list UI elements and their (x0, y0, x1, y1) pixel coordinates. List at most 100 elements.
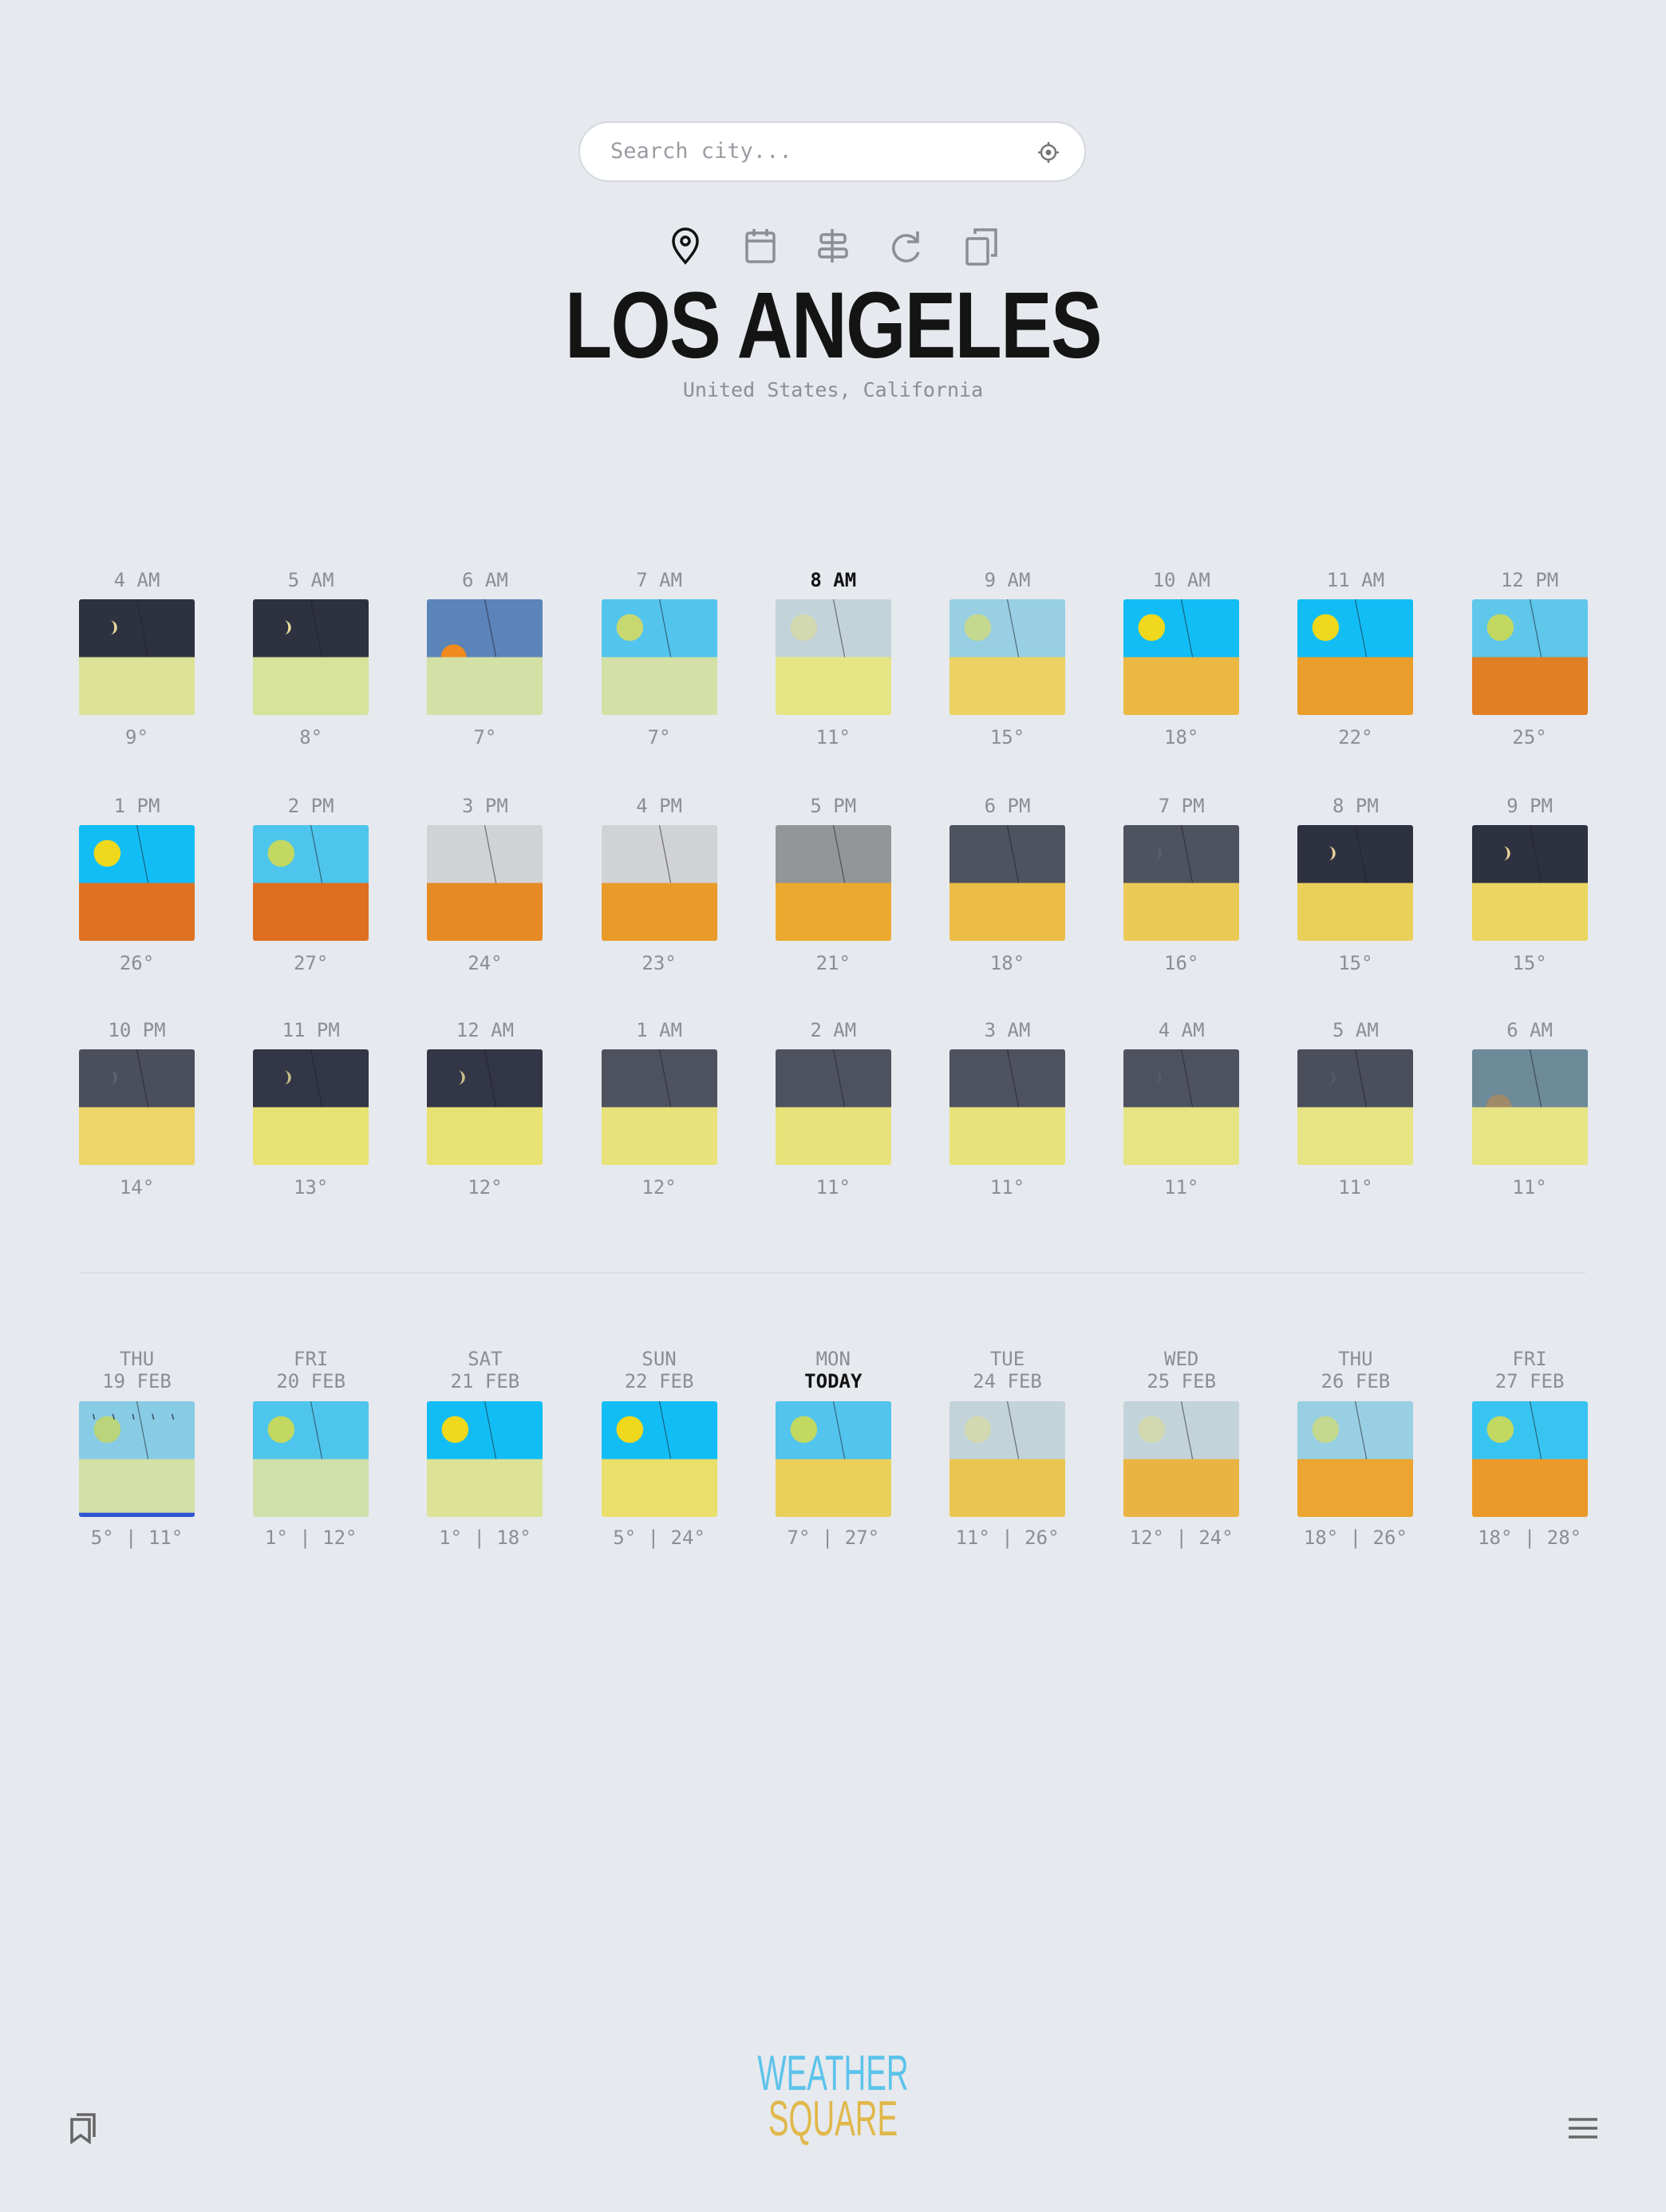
ground (1123, 883, 1240, 941)
hour-temp: 15° (1512, 952, 1547, 974)
horizon-line (832, 599, 846, 658)
tile-art (1297, 1049, 1414, 1165)
tile-art (1123, 1049, 1240, 1165)
horizon-line (310, 1401, 323, 1460)
weather-tile (1471, 599, 1588, 715)
ground (949, 883, 1065, 941)
date-label: 22 FEB (624, 1370, 694, 1392)
tile-art (253, 1049, 369, 1165)
hour-temp: 14° (119, 1176, 155, 1199)
tile-art (427, 825, 543, 941)
ground (253, 657, 369, 715)
hour-label: 4 PM (636, 795, 682, 817)
tile-art (79, 1401, 195, 1517)
tile-art (601, 1401, 717, 1517)
weather-tile (601, 1401, 717, 1517)
tile-art (775, 1049, 891, 1165)
date-label: 26 FEB (1321, 1370, 1391, 1392)
weather-tile (1123, 1049, 1240, 1165)
sky (775, 825, 891, 883)
tile-art (1471, 825, 1588, 941)
tile-art (1471, 1401, 1588, 1517)
day-label: THU (119, 1348, 155, 1370)
hour-label: 5 AM (1332, 1019, 1379, 1041)
sun (441, 1416, 469, 1444)
refresh-icon[interactable] (892, 231, 920, 263)
moon (284, 1070, 291, 1085)
tile-art (1471, 1049, 1588, 1165)
weather-tile (427, 1049, 543, 1165)
horizon-line (658, 825, 671, 883)
city-title: LOS ANGELES (565, 273, 1103, 378)
weather-tile (427, 1401, 543, 1517)
tile-art (79, 825, 195, 941)
horizon-line (1355, 1401, 1368, 1460)
rain (112, 1413, 115, 1420)
sky (253, 1049, 369, 1108)
horizon-line (658, 1049, 671, 1108)
hour-label: 7 PM (1158, 795, 1205, 817)
weather-tile (1123, 599, 1240, 715)
ground (79, 657, 195, 715)
copy-icon[interactable] (965, 228, 997, 266)
logo-line1: WEATHER (757, 2046, 909, 2101)
search-placeholder[interactable]: Search city... (610, 139, 792, 164)
day-label: THU (1338, 1348, 1373, 1370)
hour-temp: 12° (642, 1176, 677, 1199)
horizon-line (310, 1049, 323, 1108)
weather-tile (79, 1049, 195, 1165)
sky (253, 599, 369, 658)
moon (1155, 846, 1162, 861)
hour-temp: 11° (1164, 1176, 1199, 1199)
hour-label: 12 PM (1500, 569, 1559, 591)
search-box[interactable]: Search city... (578, 121, 1086, 182)
rain (152, 1413, 155, 1420)
ground (1297, 1107, 1414, 1165)
hour-temp: 11° (1338, 1176, 1373, 1199)
menu-button[interactable] (1567, 2116, 1599, 2140)
horizon-line (1529, 599, 1542, 658)
tile-art (427, 599, 543, 715)
sky (79, 599, 195, 658)
hour-label: 9 AM (984, 569, 1031, 591)
tile-art (427, 1401, 543, 1517)
ground (253, 1107, 369, 1165)
horizon-line (484, 1401, 497, 1460)
tile-art (1297, 825, 1414, 941)
ground (1297, 1459, 1414, 1517)
weather-tile (775, 599, 891, 715)
weather-tile (949, 599, 1065, 715)
horizon-line (1355, 1049, 1368, 1108)
horizon-line (136, 825, 149, 883)
hour-temp: 15° (989, 726, 1025, 749)
ground (949, 1459, 1065, 1517)
tile-art (79, 599, 195, 715)
date-label: TODAY (804, 1370, 863, 1392)
weather-tile (1123, 825, 1240, 941)
horizon-line (1181, 825, 1194, 883)
sky (1471, 1049, 1588, 1108)
tile-art (253, 599, 369, 715)
weather-tile (949, 1049, 1065, 1165)
ground (775, 657, 891, 715)
tile-art (253, 825, 369, 941)
hour-label: 3 AM (984, 1019, 1031, 1041)
hour-temp: 7° (647, 726, 671, 749)
hour-label: 1 AM (636, 1019, 682, 1041)
bookmarks-button[interactable] (69, 2111, 97, 2145)
horizon-line (658, 599, 671, 658)
horizon-line (136, 1401, 149, 1460)
locate-button[interactable] (1036, 140, 1060, 164)
location-icon[interactable] (672, 227, 699, 265)
align-icon[interactable] (818, 229, 848, 263)
calendar-icon[interactable] (745, 229, 776, 263)
moon (458, 1070, 466, 1085)
sky (79, 1049, 195, 1108)
ground (427, 657, 543, 715)
toolbar (672, 227, 997, 266)
moon (1328, 1070, 1336, 1085)
sky (949, 825, 1065, 883)
hour-label: 7 AM (636, 569, 682, 591)
ground (1297, 883, 1414, 941)
sky (601, 1049, 717, 1108)
